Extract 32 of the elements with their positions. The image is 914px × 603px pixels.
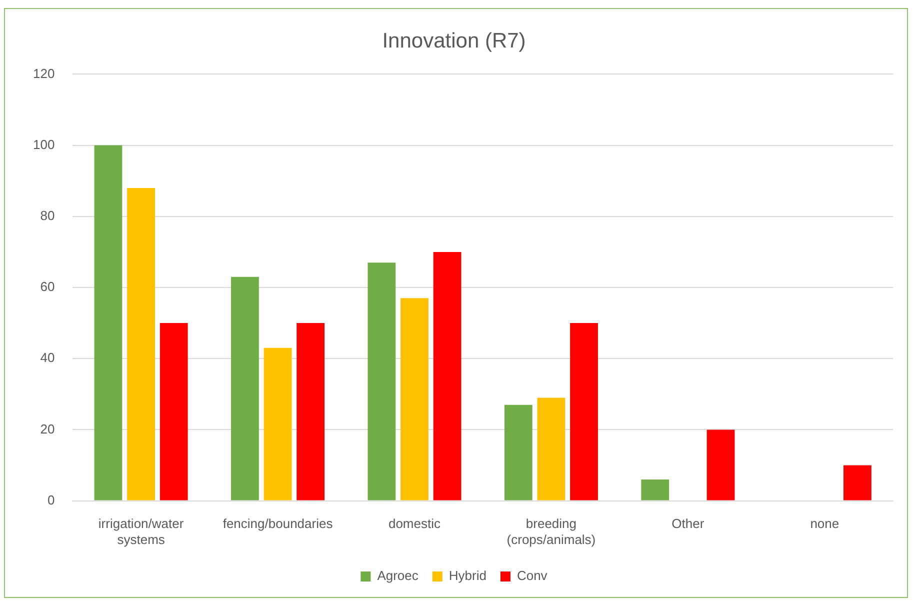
y-tick-label: 0 bbox=[47, 492, 55, 508]
bar bbox=[433, 252, 462, 500]
bar bbox=[296, 323, 325, 500]
y-tick-label: 80 bbox=[40, 208, 55, 223]
y-tick-label: 40 bbox=[40, 350, 55, 366]
bar bbox=[127, 188, 155, 500]
legend-label: Agroec bbox=[377, 568, 419, 584]
bar bbox=[160, 323, 188, 500]
bar bbox=[844, 465, 872, 500]
chart-title: Innovation (R7) bbox=[382, 29, 526, 52]
x-tick-label: none bbox=[810, 516, 840, 532]
y-tick-label: 20 bbox=[40, 421, 55, 436]
bar bbox=[706, 430, 735, 500]
x-tick-label: Other bbox=[672, 516, 705, 532]
bar bbox=[537, 398, 566, 500]
x-tick-label: irrigation/water systems bbox=[98, 516, 184, 547]
x-tick-label: fencing/boundaries bbox=[222, 516, 334, 532]
bar bbox=[504, 404, 532, 500]
bar bbox=[641, 479, 670, 500]
y-tick-label: 60 bbox=[40, 279, 55, 294]
bar bbox=[231, 276, 259, 500]
bar bbox=[400, 298, 428, 500]
legend-label: Conv bbox=[516, 568, 548, 584]
y-tick-label: 120 bbox=[32, 66, 55, 81]
bar bbox=[94, 145, 122, 500]
bar bbox=[264, 348, 292, 500]
y-tick-label: 100 bbox=[32, 136, 55, 152]
bar bbox=[570, 323, 598, 500]
bar bbox=[368, 262, 396, 500]
x-tick-label: domestic bbox=[388, 516, 441, 532]
x-tick-label: breeding (crops/animals) bbox=[506, 516, 596, 547]
legend-label: Hybrid bbox=[448, 568, 486, 584]
